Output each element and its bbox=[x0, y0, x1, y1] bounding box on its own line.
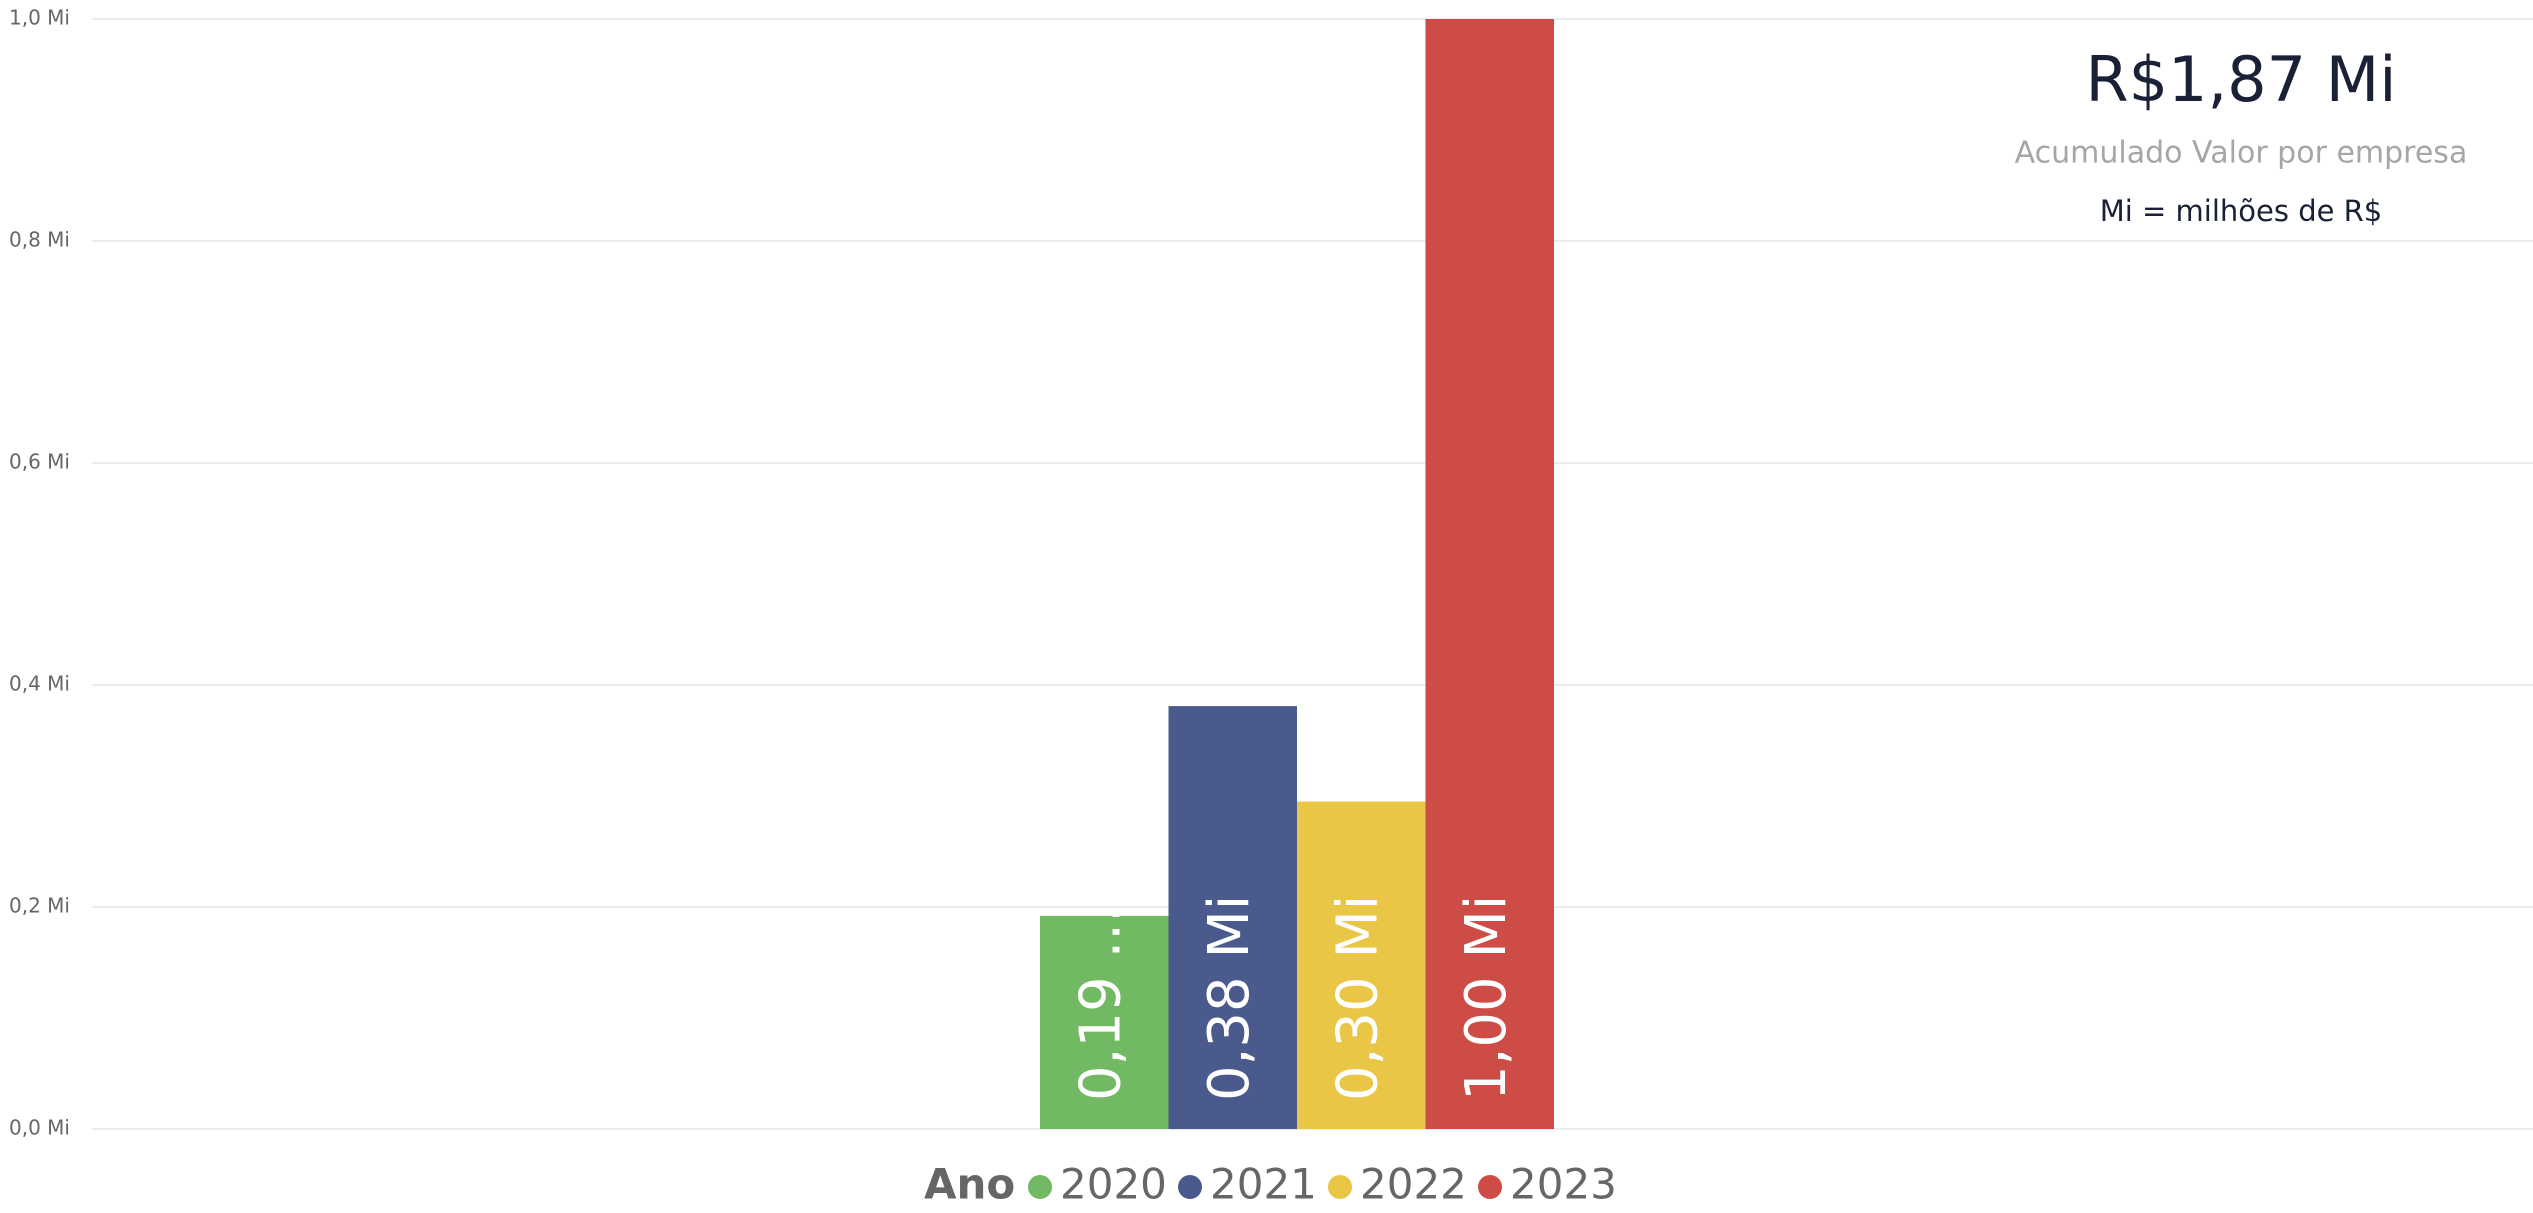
card-label: Acumulado Valor por empresa bbox=[2015, 136, 2468, 171]
legend-marker bbox=[1178, 1175, 1202, 1199]
grid bbox=[92, 18, 2533, 1130]
legend-label: 2020 bbox=[1060, 1160, 1167, 1209]
legend-label: 2022 bbox=[1360, 1160, 1467, 1209]
bar bbox=[1040, 915, 1169, 1129]
data-label: 1,00 Mi bbox=[1454, 895, 1519, 1101]
card-note: Mi = milhões de R$ bbox=[2100, 194, 2383, 228]
bar bbox=[1297, 801, 1426, 1129]
legend-marker bbox=[1328, 1175, 1352, 1199]
bar bbox=[1168, 706, 1297, 1129]
y-tick-label: 1,0 Mi bbox=[9, 6, 70, 30]
y-tick-label: 0,4 Mi bbox=[9, 672, 70, 696]
card-value: R$1,87 Mi bbox=[2086, 43, 2397, 116]
y-tick-label: 0,8 Mi bbox=[9, 228, 70, 252]
y-tick-label: 0,0 Mi bbox=[9, 1116, 70, 1140]
data-label: 0,30 Mi bbox=[1325, 895, 1390, 1101]
data-label: 0,38 Mi bbox=[1197, 895, 1262, 1101]
y-tick-label: 0,6 Mi bbox=[9, 450, 70, 474]
legend-label: 2023 bbox=[1510, 1160, 1617, 1209]
bar bbox=[1425, 19, 1554, 1129]
legend-marker bbox=[1028, 1175, 1052, 1199]
legend-title: Ano bbox=[924, 1160, 1015, 1209]
data-label: 0,19 ... bbox=[1068, 905, 1133, 1101]
legend-marker bbox=[1478, 1175, 1502, 1199]
y-tick-label: 0,2 Mi bbox=[9, 894, 70, 918]
legend-label: 2021 bbox=[1210, 1160, 1317, 1209]
